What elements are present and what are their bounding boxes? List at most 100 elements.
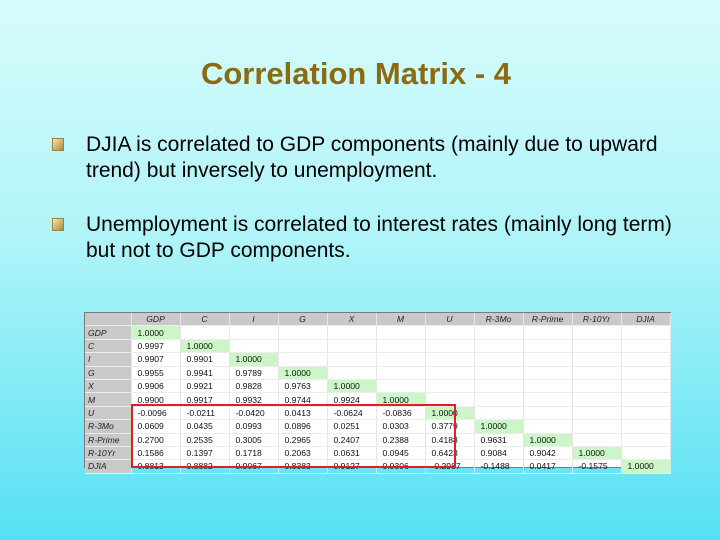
table-row: X 0.9906 0.9921 0.9828 0.9763 1.0000 <box>85 379 671 394</box>
table-row: G 0.9955 0.9941 0.9789 1.0000 <box>85 366 671 380</box>
matrix-cell: 0.1586 <box>131 446 181 461</box>
matrix-cell: 1.0000 <box>376 392 426 407</box>
matrix-cell: 1.0000 <box>425 406 475 421</box>
empty-cell <box>474 406 524 421</box>
matrix-cell: 0.6423 <box>425 446 475 461</box>
empty-cell <box>425 392 475 407</box>
empty-cell <box>572 379 622 394</box>
empty-cell <box>376 352 426 367</box>
matrix-cell: 1.0000 <box>131 325 181 340</box>
empty-cell <box>621 352 671 367</box>
empty-cell <box>278 339 328 354</box>
matrix-cell: 0.2965 <box>278 433 328 447</box>
empty-cell <box>621 392 671 407</box>
empty-cell <box>621 379 671 394</box>
matrix-cell: -0.0420 <box>229 406 279 421</box>
matrix-cell: 0.0896 <box>278 419 328 434</box>
row-label: U <box>85 406 132 421</box>
bullet-icon <box>52 218 64 231</box>
empty-cell <box>376 379 426 394</box>
matrix-cell: -0.0096 <box>131 406 181 421</box>
matrix-cell: 1.0000 <box>229 352 279 367</box>
matrix-cell: 0.0609 <box>131 419 181 434</box>
matrix-cell: 0.9744 <box>278 392 328 407</box>
row-label: M <box>85 392 132 407</box>
empty-cell <box>572 325 622 340</box>
matrix-cell: 0.9941 <box>180 366 230 380</box>
empty-cell <box>621 406 671 421</box>
empty-cell <box>376 366 426 380</box>
empty-cell <box>425 352 475 367</box>
matrix-cell: 0.1397 <box>180 446 230 461</box>
table-row: R-3Mo 0.0609 0.0435 0.0993 0.0896 0.0251 0.030… <box>85 419 671 434</box>
empty-cell <box>425 339 475 354</box>
table-row: DJIA 0.8813 0.8882 0.9067 0.8383 0.9127 0.9306… <box>85 459 671 474</box>
row-label: C <box>85 339 132 354</box>
bullet-text: DJIA is correlated to GDP components (ma… <box>86 133 658 182</box>
matrix-cell: 0.2700 <box>131 433 181 447</box>
empty-cell <box>572 366 622 380</box>
bullet-item: Unemployment is correlated to interest r… <box>52 212 682 264</box>
correlation-table: GDP C I G X M U R-3Mo R-Prime R-10Yr DJIA GDP 1.0000… <box>85 313 671 474</box>
matrix-cell: 0.9921 <box>180 379 230 394</box>
row-label: R-10Yr <box>85 446 132 461</box>
row-label: X <box>85 379 132 394</box>
empty-cell <box>327 352 377 367</box>
correlation-matrix: GDP C I G X M U R-3Mo R-Prime R-10Yr DJIA GDP 1.0000… <box>84 312 671 474</box>
matrix-cell: -0.1575 <box>572 459 622 474</box>
matrix-cell: 0.0303 <box>376 419 426 434</box>
bullet-list: DJIA is correlated to GDP components (ma… <box>52 132 682 292</box>
matrix-cell: 0.1718 <box>229 446 279 461</box>
empty-cell <box>621 446 671 461</box>
matrix-cell: 0.2535 <box>180 433 230 447</box>
matrix-cell: 0.2407 <box>327 433 377 447</box>
matrix-cell: 1.0000 <box>327 379 377 394</box>
matrix-cell: 0.9924 <box>327 392 377 407</box>
column-header: I <box>229 313 279 327</box>
empty-cell <box>621 419 671 434</box>
empty-cell <box>523 379 573 394</box>
matrix-cell: 0.9306 <box>376 459 426 474</box>
empty-cell <box>474 352 524 367</box>
empty-cell <box>523 352 573 367</box>
column-header: G <box>278 313 328 327</box>
empty-cell <box>523 366 573 380</box>
table-row: C 0.9997 1.0000 <box>85 339 671 354</box>
matrix-cell: 0.3005 <box>229 433 279 447</box>
column-header: R-10Yr <box>572 313 622 327</box>
empty-cell <box>278 325 328 340</box>
matrix-cell: 0.0251 <box>327 419 377 434</box>
matrix-cell: 0.8882 <box>180 459 230 474</box>
empty-cell <box>376 325 426 340</box>
table-row: M 0.9900 0.9917 0.9932 0.9744 0.9924 1.0000 <box>85 392 671 407</box>
matrix-cell: 0.9906 <box>131 379 181 394</box>
matrix-cell: 0.9067 <box>229 459 279 474</box>
empty-cell <box>327 366 377 380</box>
empty-cell <box>327 325 377 340</box>
empty-cell <box>229 325 279 340</box>
matrix-cell: 0.9631 <box>474 433 524 447</box>
matrix-cell: 0.9901 <box>180 352 230 367</box>
bullet-text: Unemployment is correlated to interest r… <box>86 213 672 262</box>
row-label: GDP <box>85 325 132 340</box>
matrix-cell: 0.8813 <box>131 459 181 474</box>
matrix-cell: 0.9900 <box>131 392 181 407</box>
empty-cell <box>278 352 328 367</box>
bullet-icon <box>52 138 64 151</box>
matrix-cell: -0.0624 <box>327 406 377 421</box>
table-row: R-10Yr 0.1586 0.1397 0.1718 0.2063 0.0631 0.09… <box>85 446 671 461</box>
matrix-cell: 0.9127 <box>327 459 377 474</box>
empty-cell <box>572 392 622 407</box>
matrix-cell: 1.0000 <box>474 419 524 434</box>
empty-cell <box>621 339 671 354</box>
row-label: G <box>85 366 132 380</box>
matrix-cell: 0.9084 <box>474 446 524 461</box>
empty-cell <box>474 325 524 340</box>
matrix-cell: 0.8383 <box>278 459 328 474</box>
empty-cell <box>523 419 573 434</box>
column-header: R-3Mo <box>474 313 524 327</box>
empty-cell <box>572 406 622 421</box>
column-header: DJIA <box>621 313 671 327</box>
matrix-cell: 0.9789 <box>229 366 279 380</box>
table-row: R-Prime 0.2700 0.2535 0.3005 0.2965 0.2407 0.2… <box>85 433 671 447</box>
